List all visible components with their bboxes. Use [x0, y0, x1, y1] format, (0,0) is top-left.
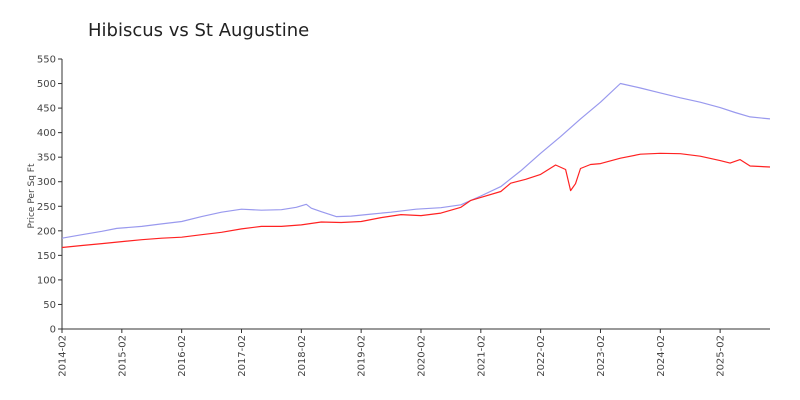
y-axis: 0 50 100 150 200 250 300 350 400 450 500 550 — [37, 55, 63, 336]
x-tick-label: 2020-02 — [416, 335, 427, 377]
x-tick-label: 2018-02 — [297, 335, 308, 377]
x-tick-label: 2022-02 — [536, 335, 547, 377]
y-tick-label: 0 — [50, 325, 56, 336]
x-tick-label: 2014-02 — [58, 335, 69, 377]
y-axis-label: Price Per Sq Ft — [27, 163, 37, 228]
x-tick-label: 2015-02 — [117, 335, 128, 377]
y-tick-label: 250 — [37, 202, 56, 213]
y-tick-label: 150 — [37, 251, 56, 262]
x-axis: 2014-02 2015-02 2016-02 2017-02 2018-02 2019-… — [58, 328, 770, 377]
y-tick-label: 500 — [37, 79, 56, 90]
x-tick-label: 2021-02 — [476, 335, 487, 377]
x-tick-label: 2019-02 — [357, 335, 368, 377]
chart-title: Hibiscus vs St Augustine — [88, 20, 309, 41]
y-tick-label: 450 — [37, 104, 56, 115]
x-tick-label: 2017-02 — [237, 335, 248, 377]
y-tick-label: 100 — [37, 275, 56, 286]
x-tick-label: 2025-02 — [716, 335, 727, 377]
y-tick-label: 550 — [37, 55, 56, 66]
y-tick-label: 350 — [37, 153, 56, 164]
series-line-1 — [61, 82, 771, 239]
y-tick-label: 200 — [37, 226, 56, 237]
y-tick-label: 300 — [37, 177, 56, 188]
series-group — [61, 82, 771, 249]
y-tick-label: 50 — [43, 300, 56, 311]
x-tick-label: 2024-02 — [656, 335, 667, 377]
x-tick-label: 2016-02 — [177, 335, 188, 377]
x-tick-label: 2023-02 — [596, 335, 607, 377]
y-tick-label: 400 — [37, 128, 56, 139]
series-line-2 — [61, 152, 771, 249]
